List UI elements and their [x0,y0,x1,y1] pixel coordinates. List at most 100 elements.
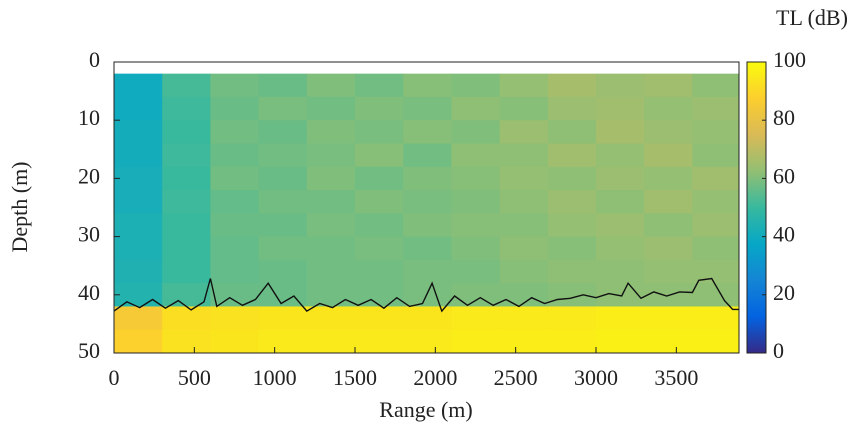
heatmap-cell [258,283,308,307]
colorbar-tick-label: 60 [773,163,795,188]
heatmap-cell [210,306,260,331]
heatmap-cell [547,283,597,307]
heatmap-cell [547,73,597,98]
heatmap-cell [114,283,163,307]
heatmap-cell [162,259,211,284]
heatmap-cell [114,143,163,168]
heatmap-cell [692,259,740,284]
heatmap-cell [355,190,404,214]
heatmap-cell [547,213,597,238]
heatmap-cell [355,259,404,284]
heatmap-cell [499,236,549,261]
heatmap-cell [644,120,693,144]
heatmap-cell [547,143,597,168]
heatmap-cell [596,166,645,191]
heatmap-cell [114,96,163,121]
heatmap-cell [355,236,404,261]
heatmap-cell [499,96,549,121]
heatmap-cell [451,120,501,144]
heatmap-cell [644,166,693,191]
heatmap-cell [499,329,549,354]
colorbar-tick-label: 0 [773,338,784,363]
y-tick-label: 40 [78,280,100,305]
heatmap-cell [114,236,163,261]
heatmap-cell [451,329,501,354]
heatmap-cell [114,329,163,354]
colorbar-tick-label: 40 [773,222,795,247]
heatmap-cell [692,329,740,354]
heatmap-cell [499,213,549,238]
heatmap-cell [210,259,260,284]
x-tick-label: 500 [178,365,211,390]
heatmap-cell [692,120,740,144]
heatmap-cell [210,120,260,144]
heatmap-cell [596,190,645,214]
heatmap-cell [210,166,260,191]
heatmap-cell [162,96,211,121]
heatmap-cell [692,190,740,214]
heatmap-cell [258,96,308,121]
heatmap-cell [162,120,211,144]
heatmap-cell [596,329,645,354]
heatmap-cell [403,190,452,214]
x-axis-label: Range (m) [379,397,472,422]
heatmap-cell [596,306,645,331]
heatmap-cell [596,143,645,168]
heatmap-cell [403,73,452,98]
heatmap-cell [596,73,645,98]
x-tick-label: 1000 [253,365,297,390]
heatmap-cell [162,143,211,168]
y-tick-label: 50 [78,338,100,363]
plot-frame [113,61,740,354]
heatmap-cell [258,259,308,284]
heatmap-cell [306,306,356,331]
heatmap-cell [258,73,308,98]
heatmap-cell [403,306,452,331]
heatmap-cell [355,96,404,121]
heatmap-cell [403,283,452,307]
heatmap-cell [258,120,308,144]
x-tick-label: 3000 [574,365,618,390]
heatmap-cell [258,213,308,238]
heatmap-cell [210,329,260,354]
heatmap-cell [355,120,404,144]
heatmap-cell [403,96,452,121]
x-tick-label: 0 [109,365,120,390]
heatmap-cell [306,166,356,191]
heatmap-cell [644,143,693,168]
heatmap-cell [596,259,645,284]
heatmap-cell [403,143,452,168]
heatmap-cell [692,236,740,261]
x-tick-label: 2000 [413,365,457,390]
heatmap-cell [162,236,211,261]
heatmap-cell [547,166,597,191]
heatmap-cell [499,166,549,191]
heatmap-cell [210,283,260,307]
heatmap-cell [162,190,211,214]
heatmap-cell [210,73,260,98]
heatmap-cell [451,306,501,331]
heatmap-cell [210,96,260,121]
heatmap-cell [451,96,501,121]
heatmap-cell [644,213,693,238]
heatmap-cell [258,329,308,354]
heatmap-cell [499,306,549,331]
heatmap-cell [210,236,260,261]
heatmap-cell [306,96,356,121]
heatmap-cell [451,236,501,261]
heatmap-cell [596,236,645,261]
heatmap-cell [547,236,597,261]
heatmap-cell [547,96,597,121]
heatmap-cell [114,190,163,214]
heatmap-cell [692,166,740,191]
heatmap-cell [306,73,356,98]
heatmap-cell [210,190,260,214]
heatmap-cell [162,329,211,354]
heatmap-cell [258,143,308,168]
heatmap-cell [355,143,404,168]
heatmap-cell [596,120,645,144]
heatmap-cell [692,143,740,168]
heatmap-cell [306,259,356,284]
heatmap-cell [547,120,597,144]
